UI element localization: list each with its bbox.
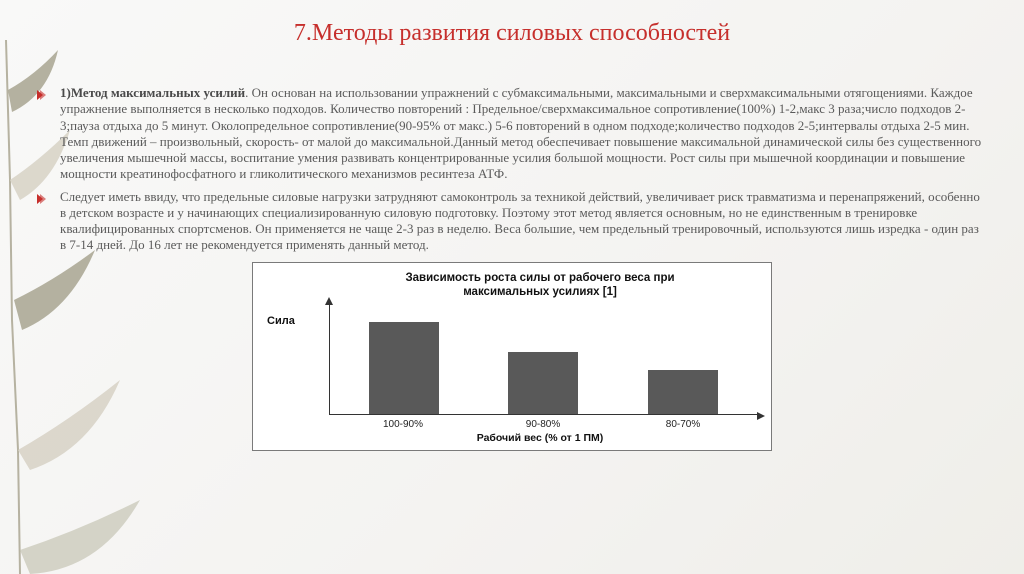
chart-x-ticks: 100-90% 90-80% 80-70% — [329, 415, 757, 430]
chart-title-line2: максимальных усилиях [1] — [463, 286, 617, 298]
chart-bar — [369, 322, 439, 414]
paragraph-1: 1)Метод максимальных усилий. Он основан … — [60, 85, 984, 183]
chart-bar — [648, 370, 718, 414]
chart-tick-label: 80-70% — [648, 419, 718, 430]
chart-bar — [508, 352, 578, 414]
chart-y-axis-label: Сила — [267, 271, 323, 327]
slide: 7.Методы развития силовых способностей 1… — [0, 0, 1024, 574]
chart-title: Зависимость роста силы от рабочего веса … — [323, 271, 757, 300]
chevron-right-icon — [36, 194, 50, 204]
chart-container: Сила Зависимость роста силы от рабочего … — [252, 262, 772, 452]
chart-tick-label: 90-80% — [508, 419, 578, 430]
chart-x-axis-label: Рабочий вес (% от 1 ПМ) — [323, 432, 757, 444]
chart-plot-area — [329, 305, 757, 415]
paragraph-2-body: Следует иметь ввиду, что предельные сило… — [60, 189, 980, 253]
bullet-row: 1)Метод максимальных усилий. Он основан … — [40, 85, 984, 183]
chart-tick-label: 100-90% — [368, 419, 438, 430]
paragraph-2: Следует иметь ввиду, что предельные сило… — [60, 189, 984, 254]
chevron-right-icon — [36, 90, 50, 100]
slide-title: 7.Методы развития силовых способностей — [40, 20, 984, 47]
bullet-row: Следует иметь ввиду, что предельные сило… — [40, 189, 984, 254]
arrow-up-icon — [325, 297, 333, 305]
chart-title-line1: Зависимость роста силы от рабочего веса … — [405, 272, 674, 284]
paragraph-1-lead: 1)Метод максимальных усилий — [60, 85, 245, 100]
arrow-right-icon — [757, 412, 765, 420]
